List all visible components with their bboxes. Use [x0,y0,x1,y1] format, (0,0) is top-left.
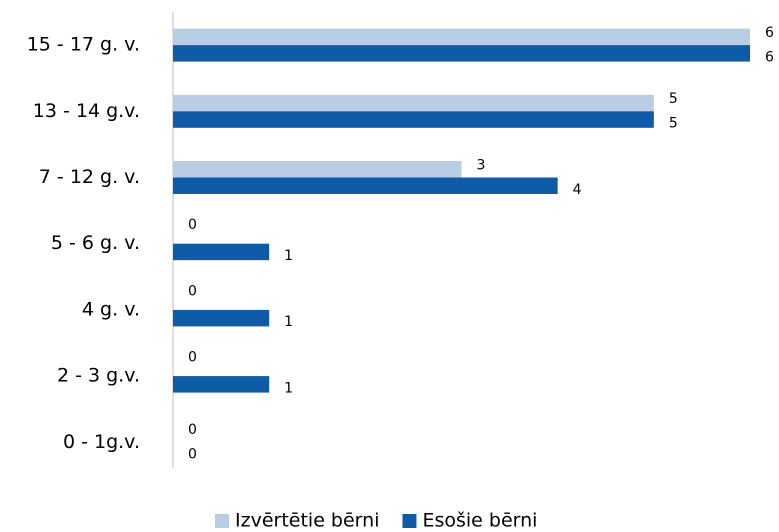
data-label: 0 [188,350,197,366]
y-tick-label: 2 - 3 g.v. [57,365,140,387]
bar [173,28,750,46]
data-label: 5 [669,116,678,132]
bar [173,376,270,393]
bar [173,161,462,178]
y-tick-label: 13 - 14 g.v. [33,100,140,122]
data-label: 0 [188,447,197,463]
data-label: 4 [573,182,582,198]
data-label: 1 [284,380,293,396]
bar [173,111,654,128]
data-label: 6 [765,25,774,41]
y-tick-label: 7 - 12 g. v. [39,166,140,188]
bar [173,243,270,261]
data-label: 5 [669,91,678,107]
bar [173,177,558,194]
y-tick-label: 15 - 17 g. v. [27,34,140,56]
bar [173,45,750,62]
legend-swatch [215,514,229,528]
y-tick-label: 0 - 1g.v. [63,431,140,453]
y-tick-label: 5 - 6 g. v. [51,232,140,254]
legend-label: Esošie bērni [422,510,537,532]
data-label: 6 [765,49,774,65]
legend-swatch [402,514,417,528]
data-label: 3 [477,157,486,173]
bar [173,94,654,112]
data-label: 0 [188,283,197,299]
data-label: 0 [188,217,197,233]
legend-label: Izvērtētie bērni [235,510,379,532]
bar [173,309,270,327]
data-label: 1 [284,248,293,264]
data-label: 0 [188,422,197,438]
data-label: 1 [284,314,293,330]
y-tick-label: 4 g. v. [82,298,140,320]
